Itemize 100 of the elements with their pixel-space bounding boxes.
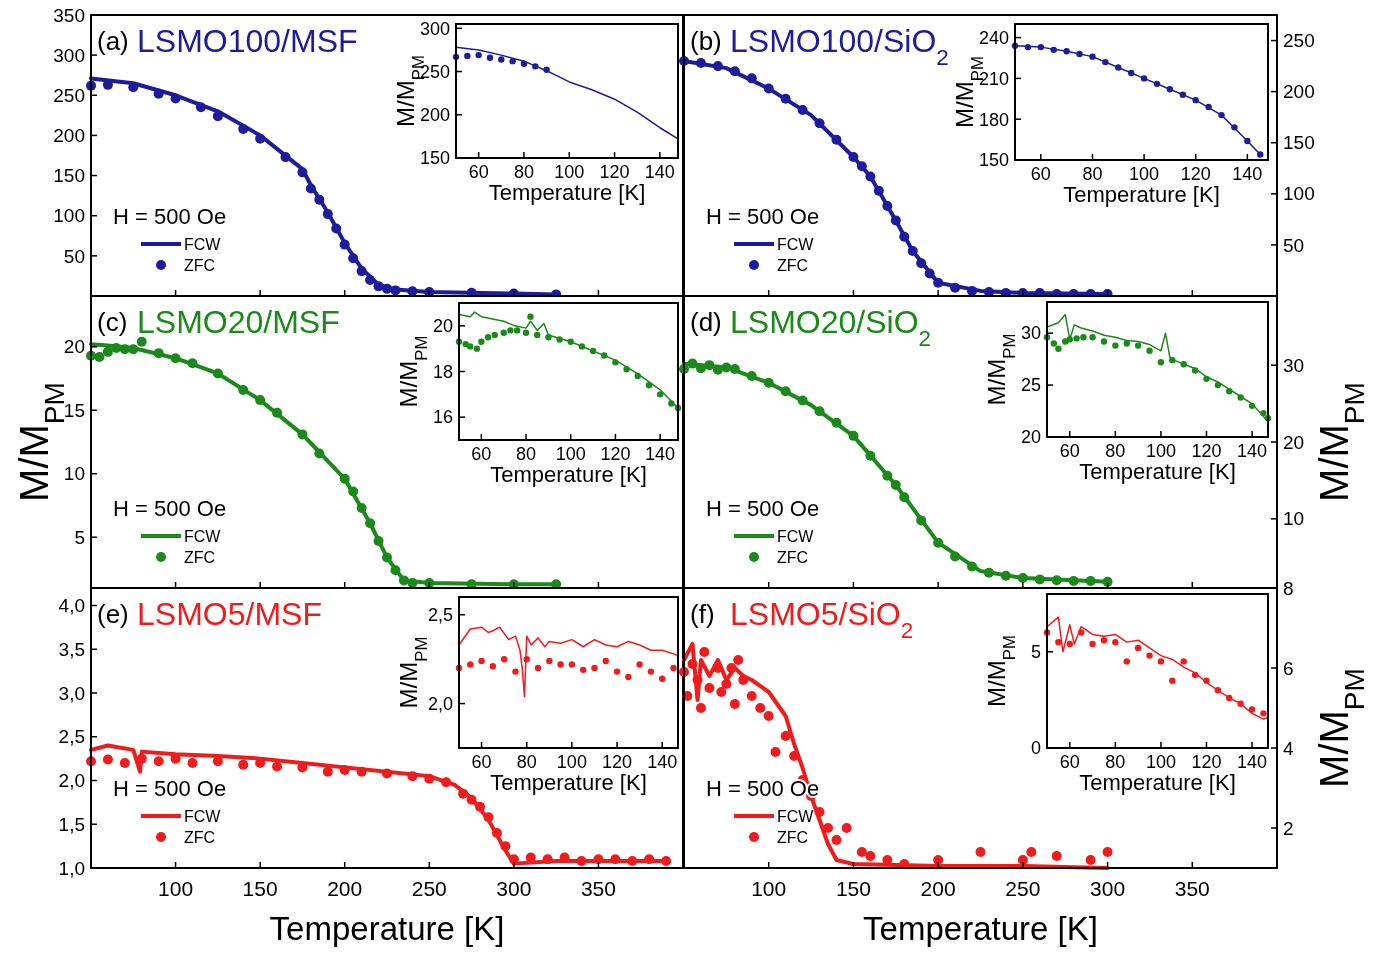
- y-tick-label: 300: [53, 44, 85, 66]
- y-tick-label: 20: [63, 336, 85, 358]
- y-tick-label: 25: [1020, 375, 1041, 396]
- x-tick-label: 300: [496, 877, 532, 900]
- annotation: H = 500 Oe: [113, 776, 227, 801]
- y-tick-label: 4: [1283, 737, 1294, 759]
- x-tick-label: 140: [1237, 752, 1268, 772]
- y-tick-label: 100: [1283, 183, 1315, 205]
- y-tick-label: 6: [1283, 657, 1294, 679]
- annotation: H = 500 Oe: [706, 204, 820, 229]
- legend-label: ZFC: [777, 548, 809, 566]
- y-tick-label: 250: [1283, 30, 1315, 52]
- y-tick-label: 200: [1283, 81, 1315, 103]
- legend-label: FCW: [184, 235, 222, 253]
- y-tick-label: 300: [419, 18, 450, 39]
- y-tick-label: 16: [432, 407, 453, 428]
- y-tick-label: 0: [1030, 738, 1041, 759]
- x-tick-label: 80: [1082, 164, 1103, 184]
- y-tick-label: 5: [1030, 642, 1041, 663]
- x-tick-label: 140: [645, 444, 676, 464]
- x-axis-title: Temperature [K]: [1079, 770, 1236, 795]
- y-tick-label: 8: [1283, 577, 1294, 599]
- x-tick-label: 120: [602, 752, 633, 772]
- chart-title: LSMO5/SiO$_{2}$: [730, 596, 914, 643]
- y-tick-label: 150: [1283, 132, 1315, 154]
- x-axis-title: Temperature [K]: [490, 770, 647, 795]
- x-tick-label: 140: [644, 162, 675, 182]
- x-tick-label: 80: [1105, 752, 1126, 772]
- legend-label: FCW: [184, 527, 222, 545]
- y-tick-label: 50: [1283, 234, 1305, 256]
- x-axis-title: Temperature [K]: [1079, 459, 1236, 484]
- x-tick-label: 80: [1105, 441, 1126, 461]
- y-tick-label: 10: [63, 463, 85, 485]
- legend-label: FCW: [184, 807, 222, 825]
- annotation: (e): [97, 599, 129, 629]
- x-tick-label: 350: [580, 877, 616, 900]
- y-tick-label: 200: [53, 125, 85, 147]
- annotation: H = 500 Oe: [113, 204, 227, 229]
- y-tick-label: 100: [53, 205, 85, 227]
- x-axis-title: Temperature [K]: [1063, 182, 1220, 207]
- chart-title: LSMO20/SiO$_{2}$: [730, 304, 931, 351]
- y-tick-label: 350: [53, 4, 85, 26]
- x-tick-label: 60: [468, 162, 489, 182]
- x-axis-title: Temperature [K]: [488, 180, 646, 205]
- chart-title: LSMO5/MSF: [137, 596, 322, 632]
- y-tick-label: 150: [419, 148, 450, 169]
- y-tick-label: 50: [63, 245, 85, 267]
- x-tick-label: 150: [242, 877, 278, 900]
- legend-label: FCW: [777, 807, 815, 825]
- chart-title: LSMO20/MSF: [137, 304, 340, 340]
- x-tick-label: 100: [1145, 752, 1176, 772]
- x-tick-label: 100: [158, 877, 194, 900]
- y-tick-label: 18: [432, 361, 453, 382]
- x-tick-label: 140: [1237, 441, 1268, 461]
- x-tick-label: 100: [556, 752, 587, 772]
- x-tick-label: 60: [471, 752, 492, 772]
- y-tick-label: 30: [1020, 323, 1041, 344]
- x-tick-label: 60: [471, 444, 492, 464]
- x-tick-label: 120: [1180, 164, 1211, 184]
- x-axis-title: Temperature [K]: [269, 910, 505, 947]
- x-tick-label: 120: [1191, 441, 1222, 461]
- x-axis-title: Temperature [K]: [863, 910, 1098, 947]
- x-tick-label: 100: [1145, 441, 1176, 461]
- annotation: H = 500 Oe: [113, 496, 227, 521]
- x-tick-label: 200: [920, 877, 956, 900]
- y-tick-label: 2,5: [427, 605, 453, 626]
- y-tick-label: 5: [74, 526, 85, 548]
- x-tick-label: 120: [600, 444, 631, 464]
- x-tick-label: 100: [554, 162, 585, 182]
- x-tick-label: 150: [835, 877, 871, 900]
- annotation: (c): [97, 307, 128, 337]
- annotation: H = 500 Oe: [706, 496, 820, 521]
- y-tick-label: 30: [1283, 354, 1305, 376]
- y-tick-label: 180: [978, 109, 1009, 130]
- y-tick-label: 20: [1283, 431, 1305, 453]
- legend-label: ZFC: [184, 828, 216, 846]
- y-tick-label: 1,5: [58, 813, 85, 835]
- x-tick-label: 100: [1129, 164, 1160, 184]
- legend-label: FCW: [777, 235, 815, 253]
- x-tick-label: 120: [1191, 752, 1222, 772]
- legend-label: FCW: [777, 527, 815, 545]
- annotation: (f): [690, 599, 715, 629]
- y-tick-label: 3,5: [58, 638, 85, 660]
- y-tick-label: 1,0: [58, 857, 85, 879]
- y-tick-label: 2,0: [427, 693, 453, 714]
- annotation: (b): [690, 26, 722, 56]
- x-tick-label: 80: [516, 752, 537, 772]
- y-tick-label: 240: [978, 27, 1009, 48]
- y-tick-label: 250: [53, 84, 85, 106]
- y-tick-label: 3,0: [58, 682, 85, 704]
- chart-title: LSMO100/SiO$_{2}$: [730, 23, 949, 70]
- annotation: (a): [97, 26, 129, 56]
- y-tick-label: 2,0: [58, 770, 85, 792]
- x-tick-label: 140: [1232, 164, 1263, 184]
- x-tick-label: 140: [647, 752, 678, 772]
- y-tick-label: 4,0: [58, 595, 85, 617]
- x-tick-label: 60: [1059, 752, 1080, 772]
- x-tick-label: 350: [1174, 877, 1210, 900]
- y-tick-label: 20: [1020, 427, 1041, 448]
- x-tick-label: 120: [599, 162, 630, 182]
